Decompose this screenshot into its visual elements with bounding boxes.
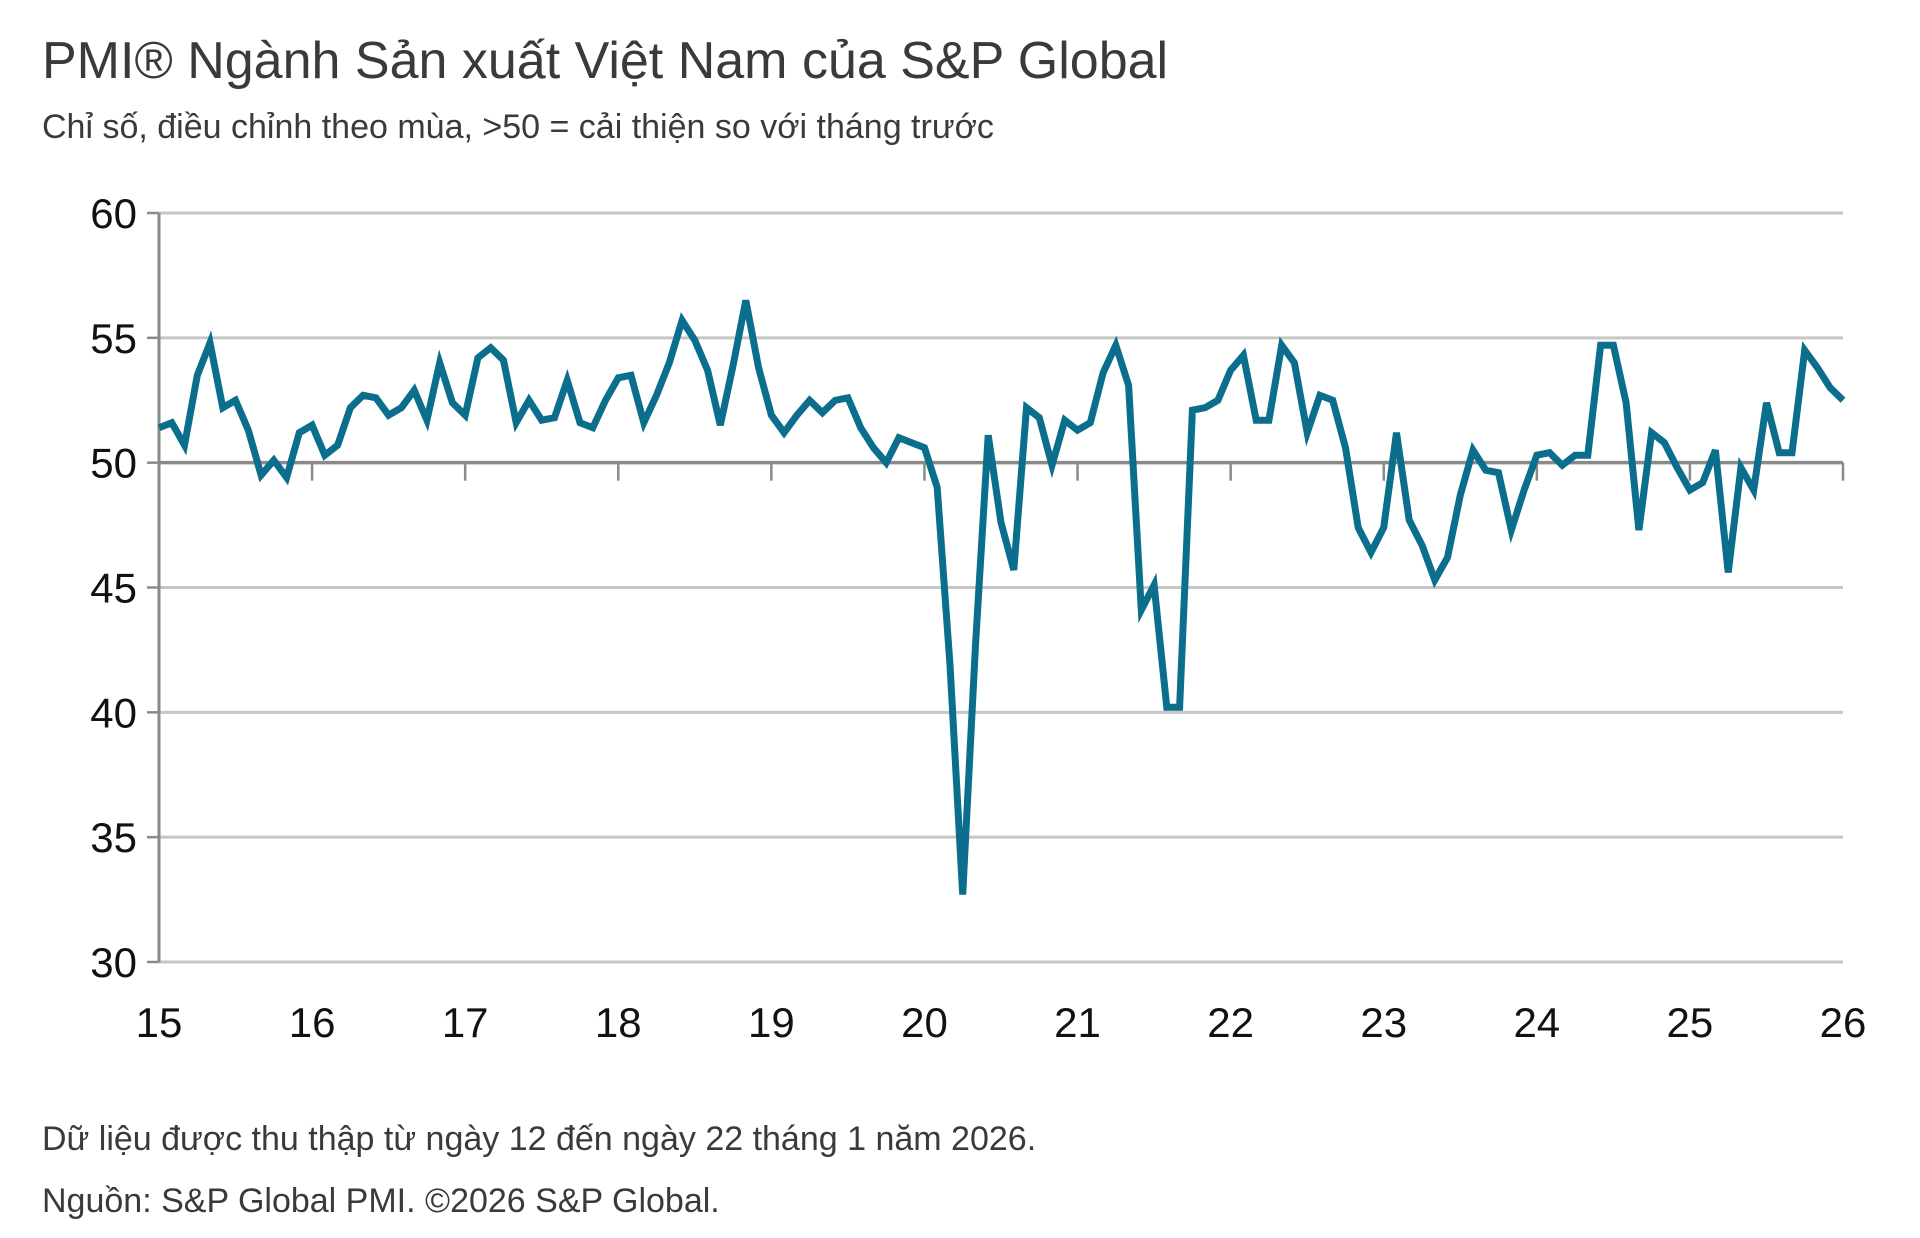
- x-tick-label: 25: [1667, 999, 1714, 1046]
- x-tick-labels: 15 16 17 18 19 20 21 22 23 24 25 26: [136, 999, 1867, 1046]
- series-layer: [157, 299, 1846, 895]
- x-tick-label: 20: [901, 999, 948, 1046]
- footnote: Dữ liệu được thu thập từ ngày 12 đến ngà…: [42, 1120, 1036, 1158]
- y-tick-labels: 60 55 50 45 40 35 30: [90, 190, 137, 986]
- x-tick-label: 23: [1360, 999, 1407, 1046]
- source-note: Nguồn: S&P Global PMI. ©2026 S&P Global.: [42, 1182, 720, 1220]
- pmi-series-line: [157, 299, 1846, 895]
- x-tick-label: 17: [442, 999, 489, 1046]
- x-tick-label: 24: [1513, 999, 1560, 1046]
- x-tick-label: 15: [136, 999, 183, 1046]
- x-tick-label: 22: [1207, 999, 1254, 1046]
- chart-title: PMI® Ngành Sản xuất Việt Nam của S&P Glo…: [42, 32, 1168, 90]
- y-tick-label: 50: [90, 440, 137, 487]
- y-tick-label: 55: [90, 315, 137, 362]
- x-tick-label: 26: [1820, 999, 1867, 1046]
- y-tick-label: 45: [90, 565, 137, 612]
- x-tick-label: 16: [289, 999, 336, 1046]
- x-tick-label: 19: [748, 999, 795, 1046]
- x-tick-label: 18: [595, 999, 642, 1046]
- y-tick-label: 30: [90, 939, 137, 986]
- chart-subtitle: Chỉ số, điều chỉnh theo mùa, >50 = cải t…: [42, 108, 994, 146]
- y-tick-label: 40: [90, 689, 137, 736]
- gridlines: [147, 211, 1845, 964]
- y-tick-label: 35: [90, 814, 137, 861]
- y-tick-label: 60: [90, 190, 137, 237]
- x-tick-label: 21: [1054, 999, 1101, 1046]
